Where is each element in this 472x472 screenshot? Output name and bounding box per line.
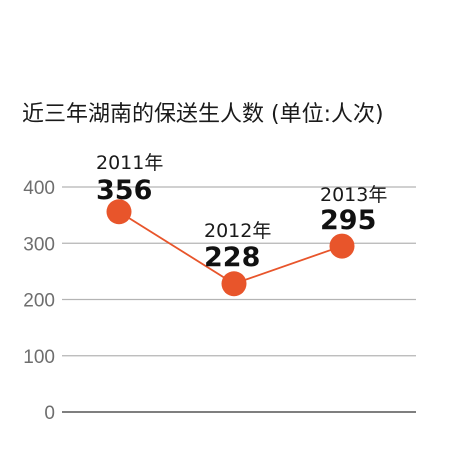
data-point-0 — [106, 199, 132, 225]
series-points — [106, 199, 355, 297]
y-tick-label-200: 200 — [23, 291, 55, 312]
y-tick-label-0: 0 — [44, 403, 55, 424]
chart-title: 近三年湖南的保送生人数 (单位:人次) — [22, 102, 384, 127]
y-tick-label-300: 300 — [23, 234, 55, 255]
x-category-label-1: 2012年 — [204, 220, 271, 242]
x-category-label-2: 2013年 — [320, 184, 387, 206]
data-point-2 — [329, 233, 355, 259]
grid-layer — [62, 186, 416, 413]
y-tick-label-400: 400 — [23, 178, 55, 199]
data-value-label-1: 228 — [204, 242, 260, 273]
y-axis-ticks: 0 100 200 300 400 — [23, 178, 55, 424]
data-value-label-2: 295 — [320, 205, 376, 236]
x-category-label-0: 2011年 — [96, 152, 163, 174]
data-value-label-0: 356 — [96, 175, 152, 206]
y-tick-label-100: 100 — [23, 347, 55, 368]
data-point-1 — [221, 271, 247, 297]
